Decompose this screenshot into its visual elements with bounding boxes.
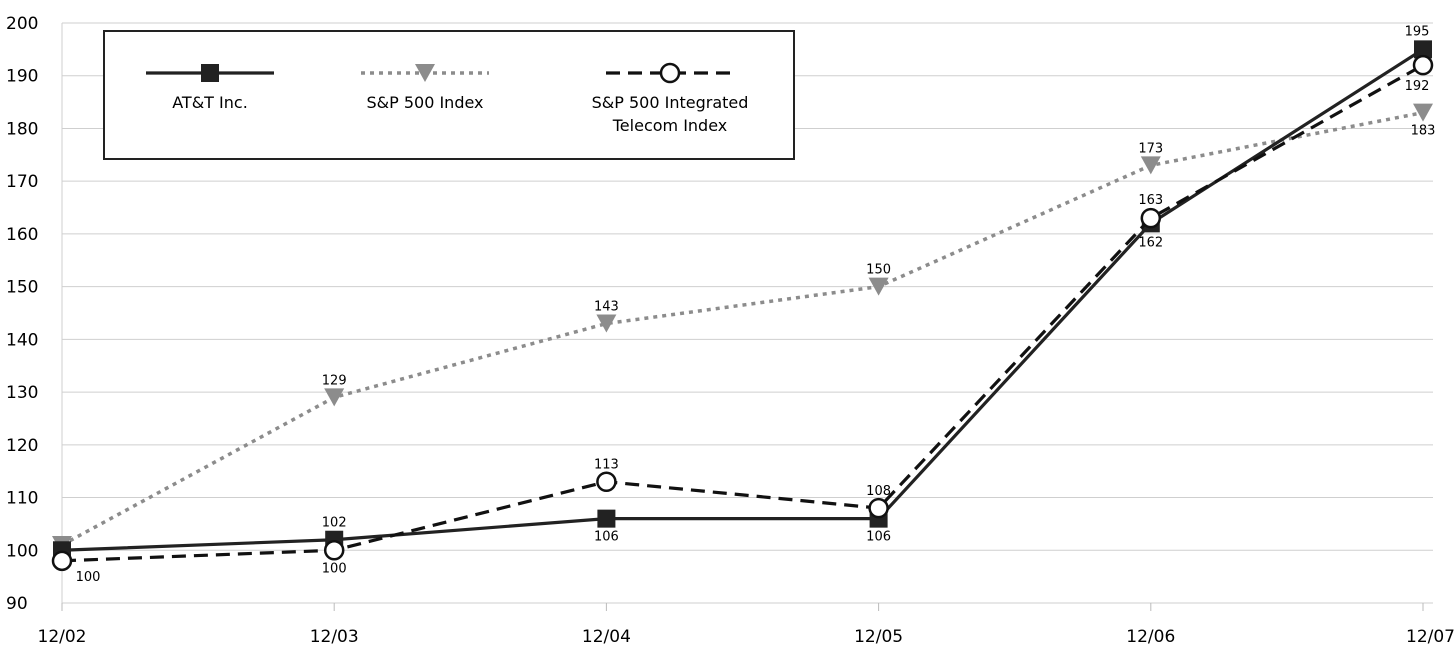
data-label-s-p-500-index-1: 129 [322,373,347,388]
point-s-p-500-index-4 [1140,156,1161,175]
point-s-p-500-integrated-telecom-index-3 [868,497,889,519]
y-tick-label-180: 180 [6,119,38,139]
y-tick-label-150: 150 [6,278,38,298]
data-label-s-p-500-integrated-telecom-index-0: 100 [76,570,101,585]
y-tick-label-130: 130 [6,383,38,403]
y-tick-label-200: 200 [6,14,38,34]
y-tick-label-190: 190 [6,67,38,87]
data-label-at-t-inc-4: 162 [1138,235,1163,250]
series-line-s-p-500-integrated-telecom-index [61,63,1424,563]
point-s-p-500-integrated-telecom-index-2 [596,471,617,492]
data-label-at-t-inc-5: 195 [1405,24,1430,39]
x-tick-label-3: 12/05 [854,627,903,647]
point-s-p-500-index-5 [1413,103,1433,122]
data-label-at-t-inc-2: 106 [594,530,619,545]
data-label-s-p-500-index-3: 150 [866,263,891,278]
x-tick-label-0: 12/02 [38,627,87,647]
legend-label-s-p-500-index: S&P 500 Index [366,93,483,112]
series-line-s-p-500-index [61,110,1424,547]
point-s-p-500-integrated-telecom-index-1 [323,540,345,561]
data-label-at-t-inc-1: 102 [322,516,347,531]
y-axis: 90 100 110 120 130 140 150 160 170 180 190 200 [6,14,63,614]
legend-label-s-p-500-integrated-telecom-index-0: S&P 500 Integrated [592,93,749,112]
data-label-s-p-500-integrated-telecom-index-3: 108 [866,484,891,499]
point-s-p-500-index-1 [324,388,345,407]
point-s-p-500-integrated-telecom-index-5 [1412,54,1434,76]
data-label-s-p-500-integrated-telecom-index-2: 113 [594,458,619,473]
data-label-s-p-500-integrated-telecom-index-4: 163 [1138,193,1163,208]
point-s-p-500-integrated-telecom-index-0 [51,550,73,572]
point-s-p-500-index-2 [596,314,617,333]
legend-marker-s-p-500-index [415,64,435,82]
point-at-t-inc-2 [597,509,616,528]
data-label-s-p-500-integrated-telecom-index-5: 192 [1405,79,1430,94]
y-tick-label-120: 120 [6,436,38,456]
point-s-p-500-index-3 [868,277,889,296]
series-line-at-t-inc [61,48,1424,552]
legend-label-s-p-500-integrated-telecom-index-1: Telecom Index [612,116,728,135]
legend-marker-s-p-500-integrated-telecom-index [659,62,681,84]
y-tick-label-170: 170 [6,172,38,192]
y-tick-label-110: 110 [6,489,38,509]
point-at-t-inc-5 [1414,40,1432,59]
y-tick-label-90: 90 [6,594,28,614]
data-label-s-p-500-index-5: 183 [1411,124,1436,139]
x-tick-label-2: 12/04 [582,627,631,647]
legend: AT&T Inc. S&P 500 Index S&P 500 Integrated… [103,30,795,160]
data-labels: 102 106 106 162 195 129 143 150 173 183 100 100 113 1… [76,24,1436,584]
x-axis: 12/02 12/03 12/04 12/05 12/06 12/07 [38,603,1455,647]
data-label-s-p-500-index-4: 173 [1138,141,1163,156]
legend-box [103,30,795,160]
x-tick-label-5: 12/07 [1406,627,1455,647]
series-layer [51,40,1434,572]
x-tick-label-4: 12/06 [1126,627,1175,647]
y-tick-label-100: 100 [6,541,38,561]
point-s-p-500-integrated-telecom-index-4 [1140,207,1162,229]
legend-marker-at-t-inc [201,64,219,82]
y-tick-label-160: 160 [6,225,38,245]
data-label-s-p-500-integrated-telecom-index-1: 100 [322,561,347,576]
x-tick-label-1: 12/03 [310,627,359,647]
data-label-s-p-500-index-2: 143 [594,300,619,315]
legend-label-at-t-inc: AT&T Inc. [172,93,248,112]
y-tick-label-140: 140 [6,330,38,350]
data-label-at-t-inc-3: 106 [866,530,891,545]
